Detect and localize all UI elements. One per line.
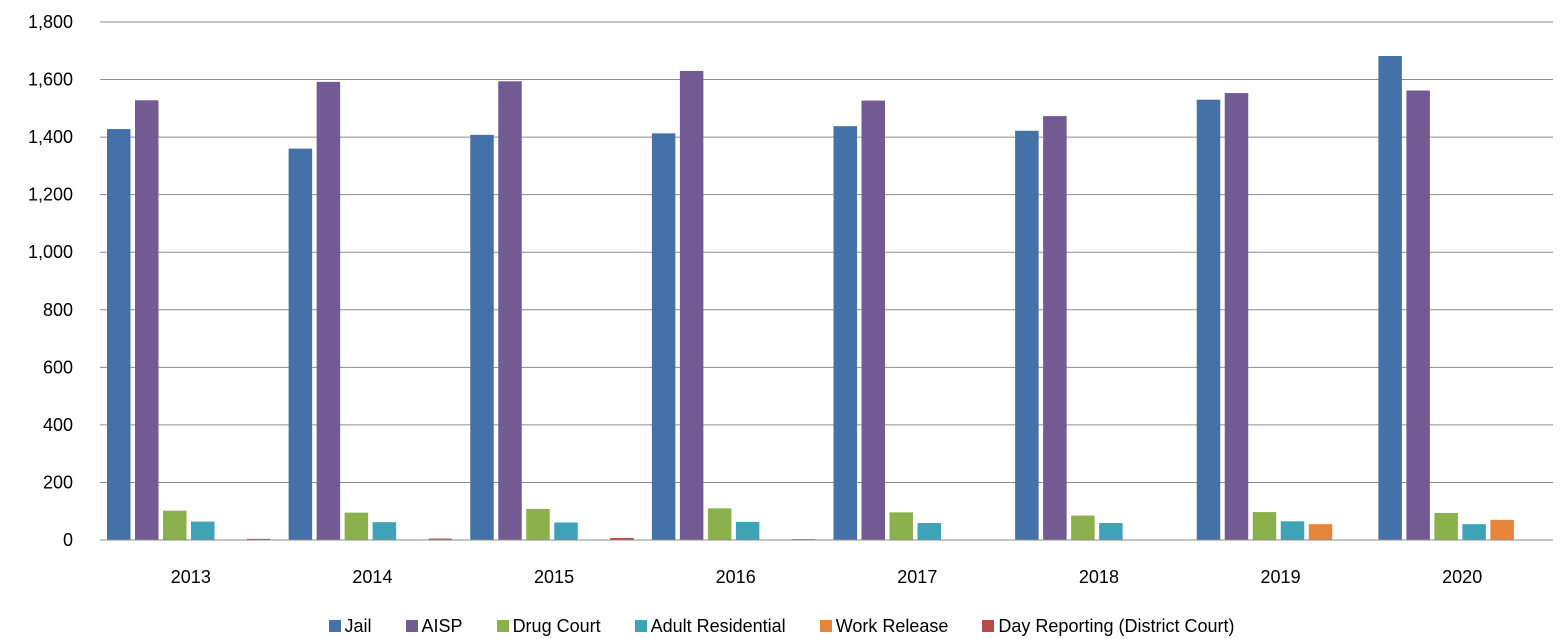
- bar-drug-court-2018: [1071, 515, 1095, 540]
- bar-adult-residential-2017: [917, 523, 941, 540]
- bar-aisp-2019: [1224, 93, 1249, 540]
- bar-aisp-2013: [135, 100, 159, 540]
- legend-label: Drug Court: [512, 615, 601, 636]
- bar-drug-court-2014: [344, 512, 369, 540]
- bar-adult-residential-2015: [554, 522, 578, 540]
- legend-swatch: [328, 620, 341, 632]
- bar-jail-2015: [470, 134, 494, 540]
- x-tick-label: 2014: [352, 567, 392, 587]
- x-axis-tick-labels: 2013 2014 2015 2016 2017 2018 2019 2020: [171, 567, 1482, 587]
- y-tick-label: 1,600: [28, 70, 73, 90]
- legend: Jail AISP Drug Court Adult Residential Work …: [0, 614, 1563, 638]
- bar-aisp-2015: [498, 81, 522, 540]
- y-tick-label: 800: [43, 300, 73, 320]
- bar-adult-residential-2019: [1280, 521, 1305, 540]
- bar-work-release-2019: [1308, 524, 1333, 540]
- x-tick-label: 2016: [716, 567, 756, 587]
- bar-adult-residential-2018: [1099, 523, 1123, 540]
- legend-swatch: [982, 620, 995, 632]
- gridlines: [100, 21, 1553, 483]
- legend-label: Jail: [344, 615, 372, 636]
- bar-jail-2016: [651, 133, 676, 540]
- legend-label: Work Release: [835, 615, 949, 636]
- y-tick-label: 1,800: [28, 12, 73, 32]
- legend-swatch: [496, 620, 509, 632]
- bar-drug-court-2016: [707, 508, 732, 540]
- bar-jail-2019: [1196, 99, 1221, 540]
- legend-label: Day Reporting (District Court): [998, 615, 1235, 636]
- y-axis-tick-labels: 0 200 400 600 800 1,000 1,200 1,400 1,600 1,800: [28, 12, 73, 550]
- bar-drug-court-2019: [1252, 512, 1277, 540]
- bar-aisp-2018: [1043, 116, 1067, 540]
- x-tick-label: 2017: [897, 567, 937, 587]
- y-tick-label: 1,200: [28, 185, 73, 205]
- bar-jail-2013: [107, 129, 131, 541]
- x-tick-label: 2015: [534, 567, 574, 587]
- legend-item: AISP: [405, 615, 463, 637]
- legend-swatch: [634, 620, 647, 632]
- y-tick-label: 600: [43, 357, 73, 377]
- legend-swatch: [819, 620, 832, 632]
- bar-adult-residential-2014: [372, 522, 397, 540]
- legend-item: Work Release: [819, 615, 949, 637]
- bar-jail-2020: [1378, 55, 1402, 541]
- bar-drug-court-2013: [163, 510, 187, 540]
- bar-jail-2014: [288, 148, 313, 540]
- bars: [107, 55, 1514, 541]
- bar-day-reporting-district-court-2013: [247, 538, 271, 540]
- y-tick-label: 200: [43, 472, 73, 492]
- y-tick-label: 0: [63, 530, 73, 550]
- legend-item: Day Reporting (District Court): [982, 616, 1234, 637]
- legend-label: AISP: [421, 615, 463, 636]
- legend-swatch: [405, 620, 418, 632]
- legend-item: Adult Residential: [634, 615, 786, 637]
- bar-work-release-2020: [1490, 519, 1514, 540]
- bar-adult-residential-2020: [1462, 524, 1486, 540]
- bar-aisp-2016: [679, 70, 704, 541]
- y-tick-label: 400: [43, 415, 73, 435]
- bar-jail-2018: [1015, 130, 1039, 540]
- bar-aisp-2014: [316, 81, 341, 541]
- legend-label: Adult Residential: [650, 615, 786, 636]
- x-tick-label: 2020: [1442, 567, 1482, 587]
- bar-jail-2017: [833, 126, 857, 541]
- bar-chart: 0 200 400 600 800 1,000 1,200 1,400 1,600 1,800 2…: [28, 12, 1553, 587]
- bar-drug-court-2015: [526, 508, 550, 540]
- bar-adult-residential-2016: [735, 521, 760, 540]
- bar-aisp-2020: [1406, 90, 1430, 541]
- bar-drug-court-2017: [889, 512, 913, 540]
- x-tick-label: 2013: [171, 567, 211, 587]
- bar-day-reporting-district-court-2015: [610, 537, 634, 540]
- x-tick-label: 2018: [1079, 567, 1119, 587]
- bar-aisp-2017: [861, 100, 885, 540]
- legend-item: Drug Court: [496, 615, 601, 637]
- legend-item: Jail: [328, 615, 372, 637]
- y-tick-label: 1,000: [28, 242, 73, 262]
- x-tick-label: 2019: [1261, 567, 1301, 587]
- y-tick-label: 1,400: [28, 127, 73, 147]
- bar-drug-court-2020: [1434, 512, 1458, 540]
- bar-day-reporting-district-court-2014: [428, 538, 453, 540]
- bar-adult-residential-2013: [191, 521, 215, 540]
